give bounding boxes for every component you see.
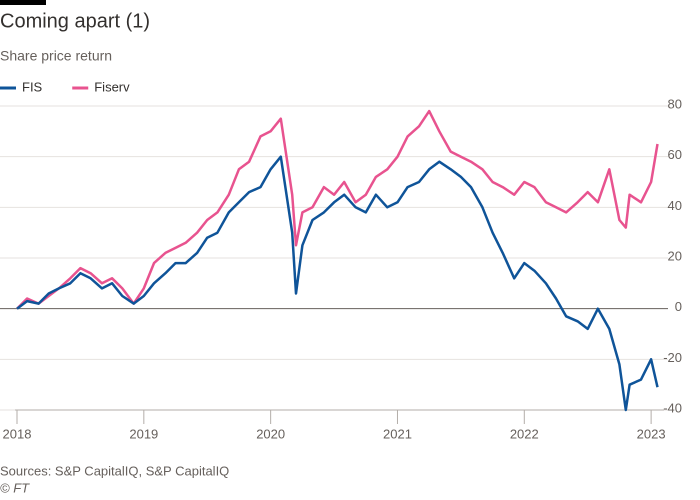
credit: © FT (0, 480, 30, 495)
y-tick-label: 80 (668, 96, 682, 111)
y-tick-label: 20 (668, 248, 682, 263)
chart-subtitle: Share price return (0, 48, 112, 64)
y-tick-label: 40 (668, 198, 682, 213)
y-tick-label: -40 (663, 400, 682, 415)
y-tick-label: 60 (668, 147, 682, 162)
legend: FIS Fiserv (0, 79, 130, 94)
legend-label: Fiserv (94, 79, 130, 94)
brand-bar (0, 0, 46, 5)
x-tick-label: 2018 (3, 426, 32, 441)
grid: -40 -20 0 20 40 60 80 2018 2019 2020 2021 2022 2023 (0, 96, 682, 441)
x-tick-label: 2022 (510, 426, 539, 441)
x-tick-label: 2021 (383, 426, 412, 441)
series-line (16, 155, 659, 412)
source: Sources: S&P CapitalIQ, S&P CapitalIQ (0, 463, 229, 478)
plot (16, 109, 659, 412)
chart-title: Coming apart (1) (0, 10, 150, 32)
x-tick-label: 2023 (637, 426, 666, 441)
x-tick-label: 2019 (129, 426, 158, 441)
y-tick-label: -20 (663, 350, 682, 365)
series-line (16, 109, 659, 310)
y-tick-label: 0 (675, 299, 682, 314)
legend-label: FIS (22, 79, 43, 94)
x-tick-label: 2020 (256, 426, 285, 441)
